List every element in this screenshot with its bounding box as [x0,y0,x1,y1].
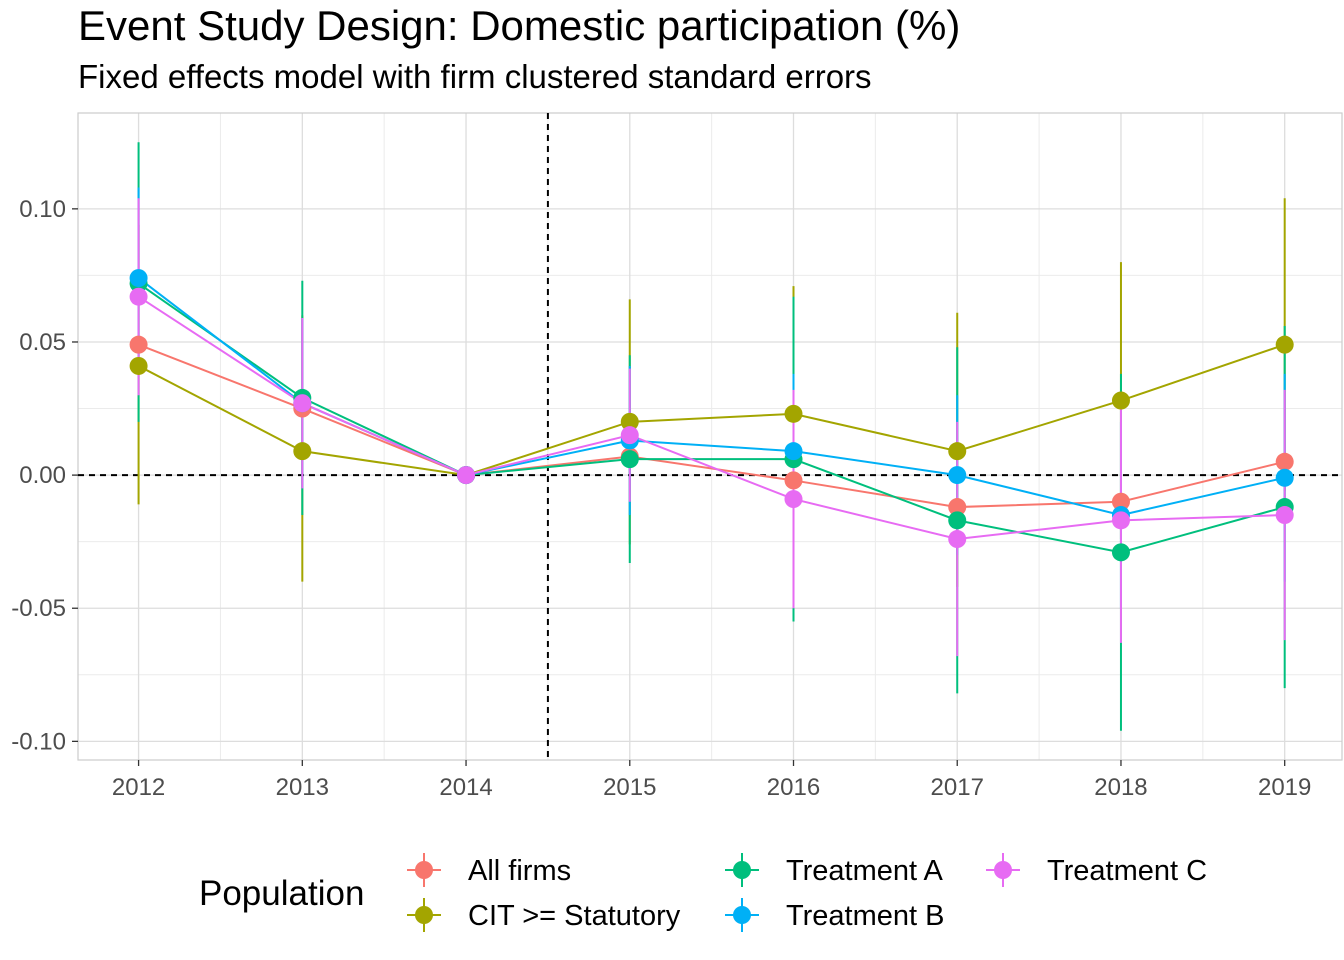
legend-key-point [415,861,433,879]
x-tick-label: 2013 [276,774,329,801]
legend-key-cit-statutory [407,898,441,932]
data-point-treatment-b [948,466,967,485]
data-point-treatment-c [129,287,148,306]
y-tick-label: -0.10 [11,728,66,755]
chart-title: Event Study Design: Domestic participati… [78,2,961,49]
data-point-treatment-c [784,490,803,509]
data-point-treatment-c [948,530,967,549]
legend: Population All firms CIT >= Statutory Trea… [199,853,1207,932]
series-line-treatment-a [138,282,1285,554]
x-tick-label: 2016 [767,774,820,801]
data-point-treatment-b [1275,468,1294,487]
series-line-cit-statutory [138,343,1286,477]
data-point-cit-statutory [1275,335,1294,354]
data-point-treatment-c [457,466,476,485]
legend-label-treatment-a: Treatment A [786,855,944,887]
series-lines [137,277,1286,554]
legend-key-point [994,861,1012,879]
data-point-treatment-c [293,394,312,413]
reference-lines [78,113,1342,760]
data-point-treatment-c [1275,506,1294,525]
y-tick-label: 0.05 [19,329,66,356]
legend-key-point [415,906,433,924]
legend-key-treatment-c [986,853,1020,887]
data-point-all-firms [948,498,967,517]
legend-key-all-firms [407,853,441,887]
legend-title: Population [199,874,364,913]
x-tick-label: 2012 [112,774,165,801]
grid-minor [78,113,1342,760]
data-point-cit-statutory [620,412,639,431]
data-point-cit-statutory [1111,391,1130,410]
y-tick-label: -0.05 [11,595,66,622]
data-point-treatment-b [129,269,148,288]
x-tick-label: 2019 [1258,774,1311,801]
legend-key-point [733,861,751,879]
panel-border [77,112,1343,761]
y-tick-label: 0.10 [19,196,66,223]
data-point-cit-statutory [784,404,803,423]
data-point-all-firms [1275,452,1294,471]
legend-key-point [733,906,751,924]
y-tick-label: 0.00 [19,462,66,489]
data-point-treatment-a [620,450,639,469]
data-point-treatment-a [1111,543,1130,562]
axis-labels: -0.10 -0.05 0.00 0.05 0.10 2012 2013 2014 2015 20… [11,196,1311,801]
series-line-treatment-c [138,295,1285,541]
series-line-all-firms [138,343,1285,509]
grid-major [78,113,1342,760]
legend-label-treatment-c: Treatment C [1047,855,1207,887]
x-tick-label: 2014 [439,774,492,801]
data-point-treatment-b [784,442,803,461]
legend-label-cit-statutory: CIT >= Statutory [468,900,681,932]
chart-subtitle: Fixed effects model with firm clustered … [78,58,872,95]
series-points [129,269,1294,562]
data-point-treatment-a [948,511,967,530]
x-tick-label: 2015 [603,774,656,801]
data-point-cit-statutory [129,356,148,375]
data-point-cit-statutory [293,442,312,461]
legend-label-treatment-b: Treatment B [786,900,944,932]
legend-label-all-firms: All firms [468,855,571,887]
data-point-all-firms [1111,492,1130,511]
data-point-all-firms [129,335,148,354]
data-point-cit-statutory [948,442,967,461]
x-tick-label: 2018 [1094,774,1147,801]
x-tick-label: 2017 [931,774,984,801]
axis-ticks [72,208,1286,766]
data-point-treatment-c [620,426,639,445]
legend-key-treatment-a [725,853,759,887]
data-point-all-firms [784,471,803,490]
data-point-treatment-c [1111,511,1130,530]
legend-key-treatment-b [725,898,759,932]
